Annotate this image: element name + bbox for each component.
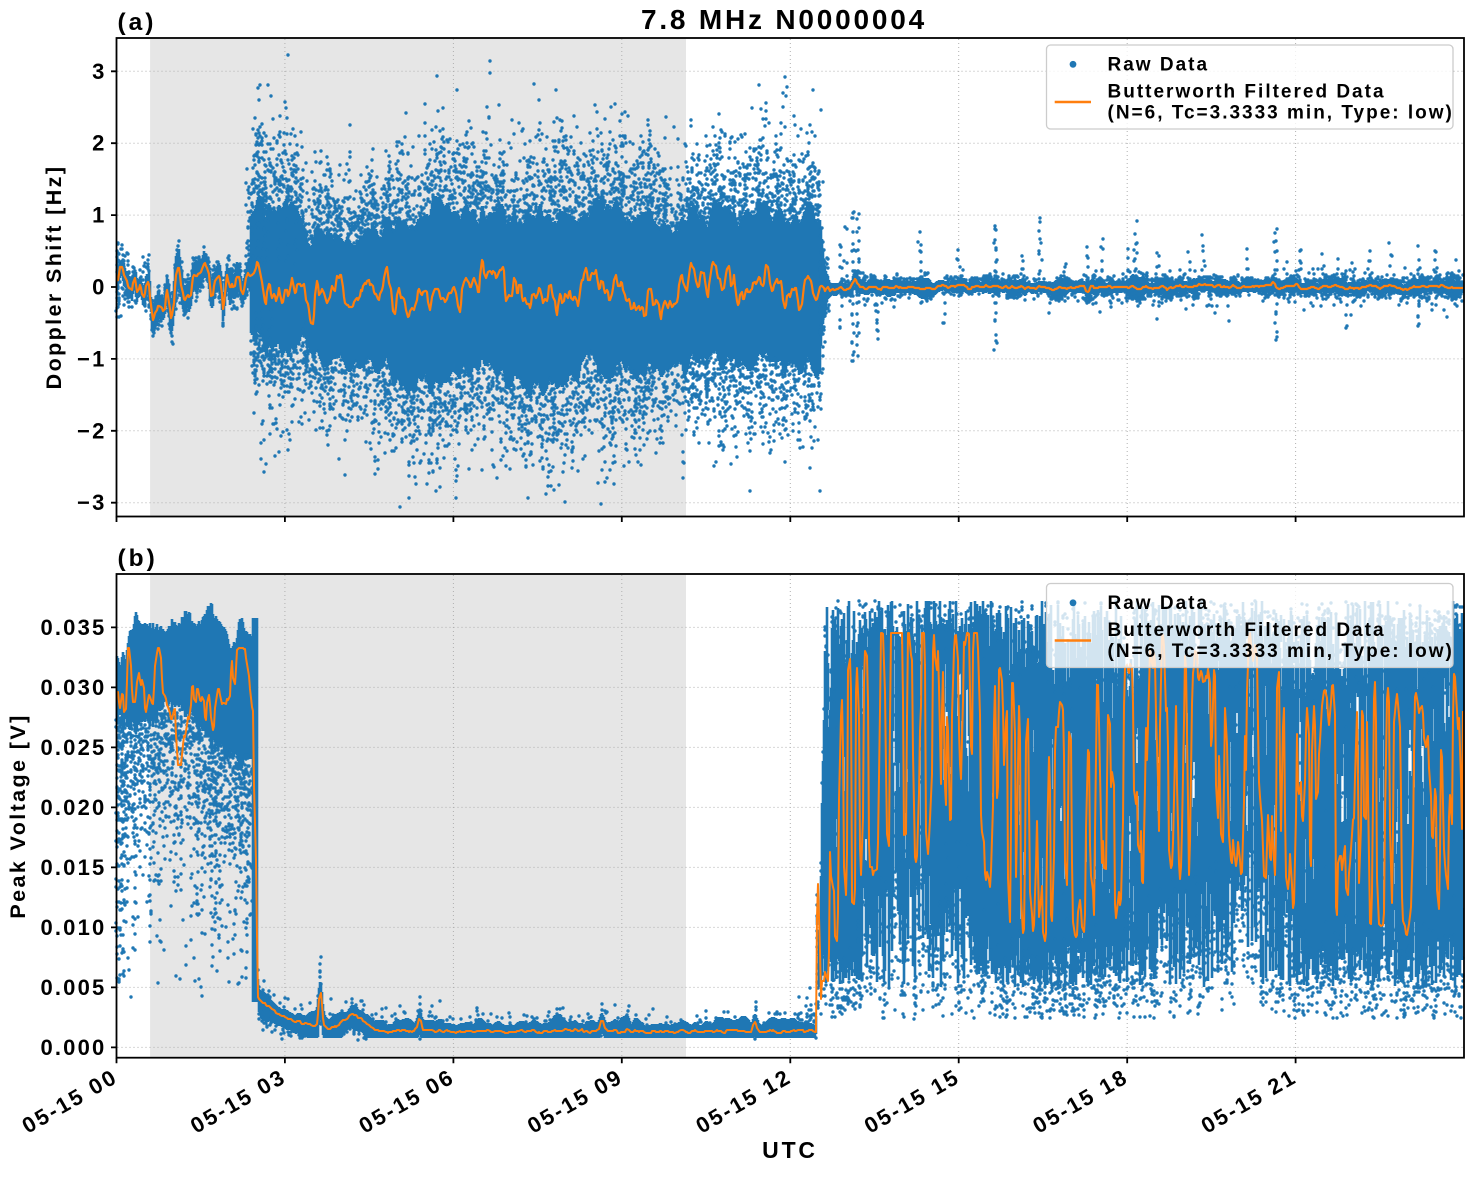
- svg-text:−3: −3: [77, 490, 106, 515]
- svg-text:(N=6, Tc=3.3333 min, Type: low: (N=6, Tc=3.3333 min, Type: low): [1108, 641, 1454, 662]
- svg-text:0: 0: [92, 275, 106, 300]
- svg-text:0.030: 0.030: [40, 675, 106, 700]
- svg-text:Doppler Shift [Hz]: Doppler Shift [Hz]: [42, 165, 66, 390]
- svg-text:0.000: 0.000: [40, 1035, 106, 1060]
- svg-text:0.035: 0.035: [40, 615, 106, 640]
- svg-text:Raw Data: Raw Data: [1108, 593, 1210, 614]
- svg-text:0.010: 0.010: [40, 915, 106, 940]
- svg-text:Butterworth Filtered Data: Butterworth Filtered Data: [1108, 81, 1386, 102]
- svg-text:0.020: 0.020: [40, 795, 106, 820]
- svg-text:Raw Data: Raw Data: [1108, 54, 1210, 75]
- svg-text:0.015: 0.015: [40, 855, 106, 880]
- svg-text:−2: −2: [77, 418, 106, 443]
- svg-text:0.025: 0.025: [40, 735, 106, 760]
- svg-text:2: 2: [92, 131, 106, 156]
- svg-text:7.8 MHz N0000004: 7.8 MHz N0000004: [641, 4, 927, 35]
- svg-text:−1: −1: [77, 346, 106, 371]
- svg-text:Butterworth Filtered Data: Butterworth Filtered Data: [1108, 620, 1386, 641]
- svg-text:(a): (a): [118, 9, 157, 36]
- svg-text:Peak Voltage [V]: Peak Voltage [V]: [6, 713, 30, 918]
- svg-text:1: 1: [92, 203, 106, 228]
- svg-text:(b): (b): [118, 545, 158, 572]
- svg-text:(N=6, Tc=3.3333 min, Type: low: (N=6, Tc=3.3333 min, Type: low): [1108, 102, 1454, 123]
- svg-text:UTC: UTC: [762, 1137, 818, 1163]
- svg-text:0.005: 0.005: [40, 975, 106, 1000]
- svg-text:3: 3: [92, 59, 106, 84]
